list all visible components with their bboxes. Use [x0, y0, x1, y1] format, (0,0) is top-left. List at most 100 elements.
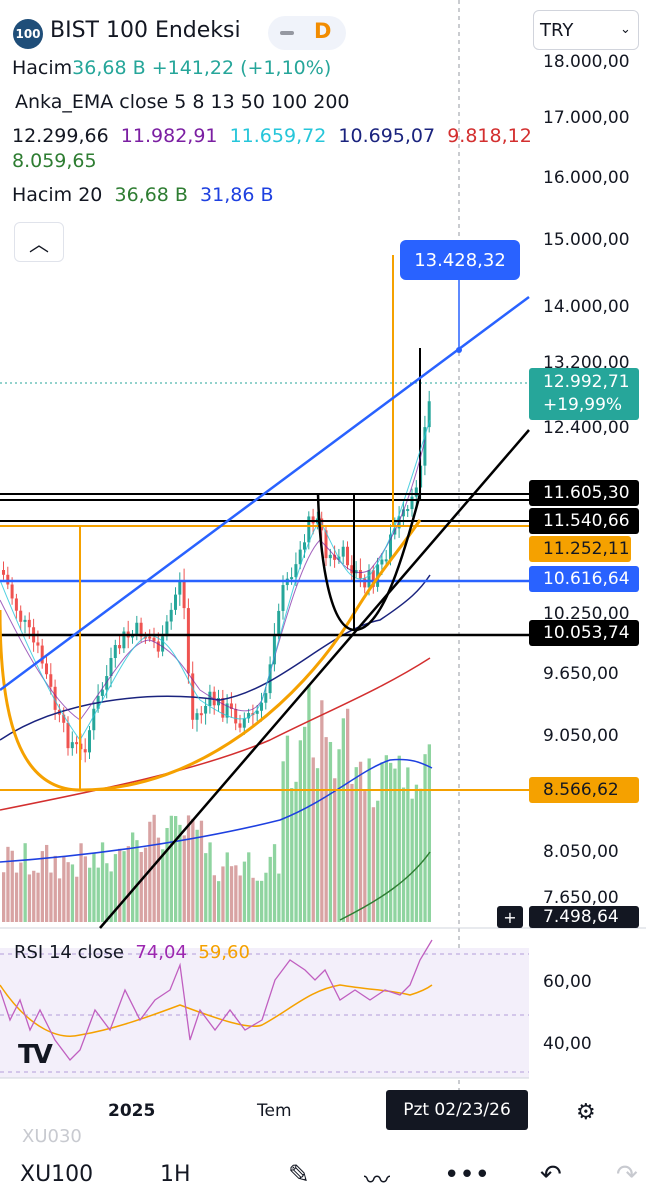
- volume-bar: [242, 861, 247, 922]
- plus-icon[interactable]: +: [497, 906, 523, 928]
- candle-body: [174, 594, 177, 610]
- volume-bar: [27, 874, 32, 922]
- candle-body: [113, 645, 117, 659]
- rsi-ma-value: 59,60: [198, 942, 250, 963]
- volume-bar: [311, 757, 315, 922]
- volume-bar: [204, 853, 208, 922]
- price-change: +141,22 (+1,10%): [151, 57, 332, 79]
- x-axis-label: 2025: [108, 1101, 156, 1121]
- candle-body: [161, 636, 165, 652]
- rsi-ma-line: [0, 984, 433, 1037]
- volume-bar: [234, 865, 238, 922]
- axis-label: 9.650,00: [543, 664, 619, 684]
- candle-body: [195, 713, 199, 720]
- rsi-axis-label: 60,00: [543, 972, 592, 992]
- volume-bar: [298, 740, 302, 922]
- ema-200-line: [339, 851, 431, 921]
- candle-body: [182, 580, 186, 609]
- candle-body: [36, 642, 40, 646]
- candle-body: [109, 658, 113, 677]
- volume-bar: [62, 856, 66, 922]
- volume-bar: [178, 824, 182, 922]
- candle-body: [178, 580, 182, 595]
- candle-body: [238, 723, 242, 728]
- volume-bar: [229, 866, 234, 922]
- volume-bar: [315, 768, 320, 922]
- level-tag: 10.053,74: [529, 620, 639, 646]
- candle-body: [156, 641, 160, 652]
- volume-bar: [126, 846, 130, 922]
- volume-ma-row: Hacim 20 36,68 B 31,86 B: [12, 184, 274, 206]
- volume-bar: [406, 767, 410, 922]
- ema-5-value: 12.299,66: [12, 125, 109, 147]
- volume-bar: [217, 881, 221, 922]
- undo-icon[interactable]: ↶: [540, 1160, 562, 1190]
- axis-label: 7.650,00: [543, 888, 619, 908]
- cup-pattern: [0, 519, 422, 792]
- candle-body: [303, 542, 306, 550]
- volume-bar: [264, 872, 268, 922]
- volume-bar: [135, 840, 139, 922]
- volume-bar: [139, 851, 143, 922]
- upper-channel-line: [0, 295, 530, 692]
- redo-icon[interactable]: ↷: [616, 1160, 638, 1190]
- interval-badge[interactable]: D: [314, 19, 332, 43]
- candle-body: [401, 509, 405, 517]
- candle-body: [307, 516, 311, 543]
- axis-label: 18.000,00: [543, 52, 630, 72]
- candle-body: [14, 598, 18, 611]
- candle-body: [139, 622, 143, 637]
- volume-bar: [281, 761, 285, 922]
- candle-body: [410, 496, 414, 510]
- candle-body: [186, 608, 190, 674]
- more-icon[interactable]: •••: [444, 1160, 491, 1190]
- volume-bar: [19, 862, 23, 922]
- candle-body: [247, 713, 251, 719]
- ema-100-line: [0, 657, 431, 811]
- volume-bar: [376, 800, 380, 922]
- volume-label: Hacim: [12, 57, 73, 79]
- candle-body: [23, 619, 27, 622]
- candle-body: [169, 609, 173, 622]
- minus-icon[interactable]: [280, 31, 294, 35]
- volume-bar: [419, 788, 423, 922]
- volume-bar: [328, 741, 333, 922]
- candle-body: [346, 546, 349, 566]
- candle-body: [358, 570, 362, 579]
- symbol-button[interactable]: XU100: [20, 1162, 94, 1187]
- settings-icon[interactable]: ⚙: [576, 1100, 596, 1125]
- level-tag: 10.616,64: [529, 566, 639, 592]
- indicators-icon[interactable]: 〰: [364, 1166, 391, 1196]
- volume-bar: [100, 842, 105, 922]
- candle-body: [234, 708, 238, 724]
- rsi-legend: RSI 14 close 74,04 59,60: [14, 942, 250, 963]
- candle-body: [148, 636, 152, 639]
- timeframe-button[interactable]: 1H: [160, 1162, 191, 1187]
- candle-body: [264, 693, 268, 703]
- volume-bar: [290, 788, 294, 922]
- date-cursor-tag: Pzt 02/23/26: [386, 1090, 528, 1130]
- symbol-title[interactable]: BIST 100 Endeksi: [50, 18, 241, 43]
- candle-body: [199, 713, 203, 716]
- volume-bar: [225, 852, 229, 922]
- candle-body: [427, 401, 431, 428]
- volume-bar: [277, 873, 281, 922]
- candle-body: [341, 546, 345, 557]
- volume-value: 36,68 B: [72, 57, 146, 79]
- candle-body: [367, 570, 371, 588]
- collapse-chevron-up-icon[interactable]: ︿: [14, 222, 64, 262]
- currency-select[interactable]: [533, 10, 639, 50]
- candle-body: [350, 565, 354, 574]
- volume-bar: [255, 880, 259, 922]
- volume-ma-value1: 36,68 B: [114, 184, 188, 206]
- bottom-toolbar: [0, 1130, 646, 1200]
- volume-bar: [156, 837, 161, 922]
- candle-body: [328, 554, 332, 559]
- ema-values-row1: 12.299,66 11.982,91 11.659,72 10.695,07 …: [12, 125, 532, 147]
- target-price-label[interactable]: 13.428,32: [400, 240, 520, 280]
- volume-bar: [208, 842, 212, 922]
- pencil-icon[interactable]: ✎: [288, 1160, 310, 1190]
- axis-label: 15.000,00: [543, 230, 630, 250]
- last-price: 12.992,71: [543, 372, 630, 392]
